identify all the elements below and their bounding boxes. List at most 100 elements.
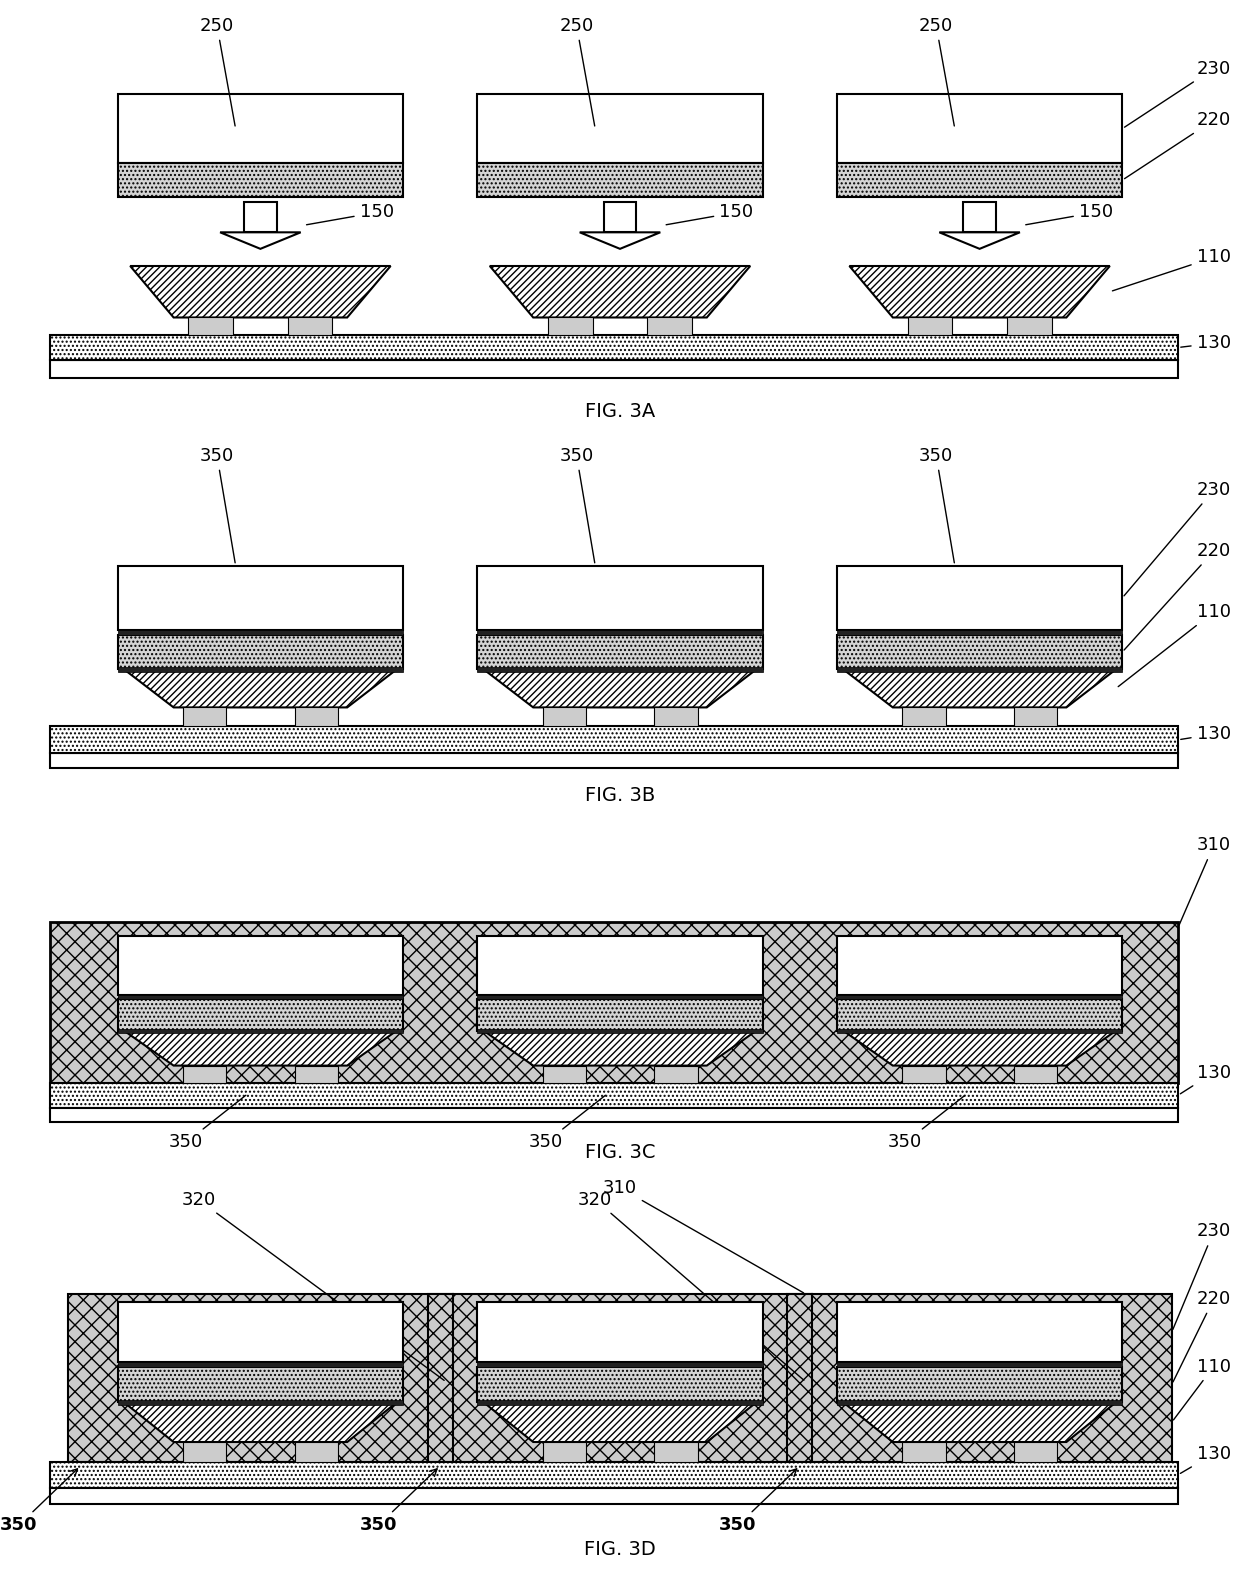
Bar — [118, 566, 403, 631]
Text: 220: 220 — [1173, 1290, 1231, 1382]
Bar — [837, 631, 1122, 636]
Bar — [118, 936, 403, 995]
Bar — [963, 202, 996, 232]
Bar — [837, 999, 1122, 1031]
Bar — [477, 631, 763, 636]
Text: 350: 350 — [559, 447, 595, 563]
Bar — [118, 1367, 403, 1401]
Polygon shape — [130, 265, 391, 318]
Bar — [477, 936, 763, 995]
Polygon shape — [124, 669, 397, 707]
Bar — [295, 1443, 337, 1462]
Bar — [428, 1293, 812, 1462]
Bar — [837, 94, 1122, 164]
Bar — [477, 1367, 763, 1401]
Text: FIG. 3C: FIG. 3C — [585, 1144, 655, 1163]
Bar — [837, 667, 1122, 672]
Bar — [477, 1028, 763, 1033]
Text: 350: 350 — [528, 1095, 605, 1152]
Text: 150: 150 — [306, 203, 394, 224]
Bar — [188, 318, 233, 335]
Polygon shape — [484, 1031, 756, 1066]
Bar — [288, 318, 332, 335]
Bar — [50, 726, 1178, 753]
Bar — [118, 1362, 403, 1367]
Polygon shape — [124, 1401, 397, 1443]
Polygon shape — [843, 1031, 1116, 1066]
Bar — [182, 1066, 226, 1084]
Polygon shape — [221, 232, 300, 249]
Polygon shape — [843, 1401, 1116, 1443]
Bar — [837, 1362, 1122, 1367]
Bar — [50, 922, 1178, 1084]
Polygon shape — [484, 1401, 756, 1443]
Bar — [477, 995, 763, 999]
Bar — [68, 1293, 453, 1462]
Bar — [1007, 318, 1052, 335]
Bar — [837, 1367, 1122, 1401]
Bar — [787, 1293, 1172, 1462]
Bar — [118, 1400, 403, 1405]
Bar — [477, 1303, 763, 1362]
Bar — [477, 1400, 763, 1405]
Bar — [50, 1108, 1178, 1122]
Bar — [604, 202, 636, 232]
Text: 250: 250 — [559, 17, 595, 126]
Bar — [477, 667, 763, 672]
Bar — [182, 1443, 226, 1462]
Bar — [837, 164, 1122, 197]
Bar — [477, 636, 763, 669]
Bar — [837, 995, 1122, 999]
Text: 220: 220 — [1125, 542, 1231, 650]
Bar — [908, 318, 952, 335]
Bar — [543, 1443, 587, 1462]
Bar — [50, 361, 1178, 378]
Bar — [655, 1066, 698, 1084]
Bar — [548, 318, 593, 335]
Bar — [118, 999, 403, 1031]
Text: 150: 150 — [1025, 203, 1114, 224]
Text: 350: 350 — [169, 1095, 246, 1152]
Bar — [118, 1028, 403, 1033]
Text: 350: 350 — [360, 1468, 436, 1535]
Polygon shape — [484, 669, 756, 707]
Text: 220: 220 — [1125, 111, 1231, 178]
Bar — [1014, 1066, 1058, 1084]
Polygon shape — [580, 232, 660, 249]
Bar — [477, 566, 763, 631]
Text: 230: 230 — [1123, 481, 1231, 596]
Text: 310: 310 — [603, 1179, 804, 1293]
Bar — [655, 1443, 698, 1462]
Bar — [182, 707, 226, 726]
Bar — [118, 667, 403, 672]
Text: 110: 110 — [1118, 604, 1230, 686]
Text: 320: 320 — [181, 1190, 444, 1381]
Text: 130: 130 — [1180, 725, 1231, 744]
Bar — [1014, 1443, 1058, 1462]
Bar — [295, 707, 337, 726]
Text: 250: 250 — [200, 17, 236, 126]
Text: 110: 110 — [1173, 1357, 1230, 1421]
Text: FIG. 3B: FIG. 3B — [585, 785, 655, 804]
Bar — [837, 1028, 1122, 1033]
Bar — [50, 1084, 1178, 1108]
Bar — [837, 566, 1122, 631]
Text: 130: 130 — [1180, 1063, 1231, 1093]
Text: 130: 130 — [1180, 334, 1231, 353]
Bar — [1014, 707, 1058, 726]
Polygon shape — [490, 265, 750, 318]
Text: 250: 250 — [919, 17, 955, 126]
Text: 320: 320 — [578, 1190, 804, 1381]
Bar — [118, 94, 403, 164]
Polygon shape — [849, 265, 1110, 318]
Bar — [647, 318, 692, 335]
Text: 350: 350 — [919, 447, 955, 563]
Bar — [655, 707, 698, 726]
Bar — [903, 707, 946, 726]
Bar — [50, 753, 1178, 769]
Bar — [477, 999, 763, 1031]
Bar — [837, 1400, 1122, 1405]
Text: 130: 130 — [1180, 1444, 1231, 1473]
Bar — [50, 335, 1178, 361]
Text: 350: 350 — [719, 1468, 796, 1535]
